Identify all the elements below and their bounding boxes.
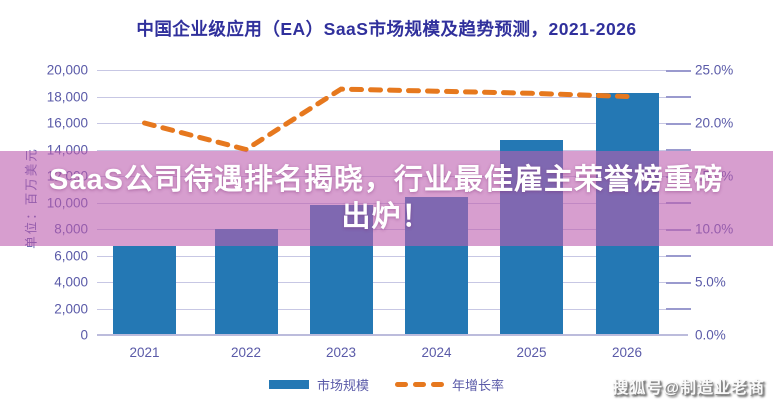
- y-axis-tick-label-left: 20,000: [46, 62, 88, 78]
- dash-icon: [431, 382, 444, 387]
- chart-title: 中国企业级应用（EA）SaaS市场规模及趋势预测，2021-2026: [136, 19, 637, 39]
- dash-icon: [395, 382, 408, 387]
- x-axis-label-2024: 2024: [421, 345, 452, 360]
- headline-overlay: SaaS公司待遇排名揭晓，行业最佳雇主荣誉榜重磅 出炉！: [0, 151, 773, 246]
- right-axis-tick: [666, 281, 691, 284]
- growth-rate-line: [142, 86, 630, 153]
- y-axis-tick-label-left: 2,000: [54, 301, 88, 316]
- legend-line-label: 年增长率: [452, 378, 505, 393]
- y-axis-tick-label-right: 25.0%: [695, 62, 734, 78]
- y-axis-tick-label-left: 4,000: [54, 274, 88, 290]
- watermark-sohu-account: 搜狐号@制造业老商: [612, 380, 765, 397]
- y-axis-tick-label-left: 16,000: [46, 115, 88, 131]
- x-axis-label-2022: 2022: [230, 345, 262, 360]
- x-axis-baseline: [97, 334, 688, 336]
- gridline: [97, 123, 688, 124]
- right-axis-tick: [666, 255, 691, 257]
- gridline: [97, 70, 688, 71]
- dash-icon: [413, 382, 426, 387]
- bar-2022: [214, 229, 278, 334]
- headline-line1: SaaS公司待遇排名揭晓，行业最佳雇主荣誉榜重磅: [49, 163, 724, 196]
- gridline: [97, 282, 688, 283]
- right-axis-tick: [666, 308, 691, 310]
- x-axis-label-2023: 2023: [325, 345, 357, 360]
- gridline: [97, 149, 688, 151]
- legend-bar-swatch-icon: [268, 380, 309, 389]
- y-axis-tick-label-left: 0: [80, 327, 88, 343]
- right-axis-tick: [666, 69, 691, 72]
- gridline: [97, 308, 688, 310]
- y-axis-tick-label-left: 6,000: [54, 248, 88, 263]
- chart-legend: 市场规模 年增长率: [0, 375, 773, 394]
- bar-2021: [113, 246, 176, 334]
- gridline: [97, 96, 688, 98]
- x-axis-label-2021: 2021: [129, 345, 160, 360]
- legend-bar-label: 市场规模: [316, 378, 369, 393]
- y-axis-tick-label-right: 20.0%: [695, 115, 734, 131]
- y-axis-tick-label-left: 18,000: [46, 89, 88, 104]
- right-axis-tick: [666, 122, 691, 125]
- y-axis-tick-label-right: 5.0%: [695, 274, 726, 290]
- y-axis-tick-label-right: 0.0%: [695, 327, 726, 343]
- legend-dashed-line-swatch-icon: [395, 382, 444, 387]
- headline-line2: 出炉！: [341, 200, 432, 233]
- gridline: [97, 255, 688, 257]
- right-axis-tick: [666, 149, 691, 151]
- x-axis-label-2025: 2025: [516, 345, 547, 360]
- right-axis-tick: [666, 96, 691, 98]
- x-axis-label-2026: 2026: [611, 345, 643, 360]
